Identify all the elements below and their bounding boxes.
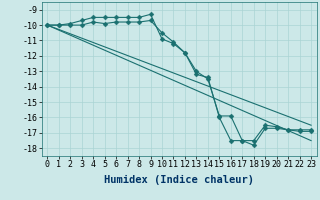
X-axis label: Humidex (Indice chaleur): Humidex (Indice chaleur) (104, 175, 254, 185)
